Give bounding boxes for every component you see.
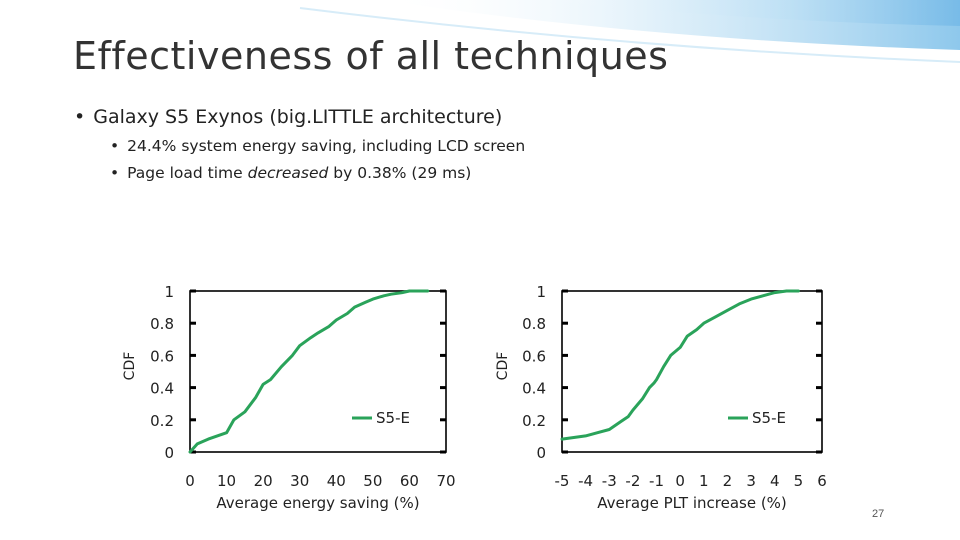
y-axis-label: CDF [495, 352, 511, 381]
y-tick-label: 0.8 [522, 315, 546, 333]
sub-bullet-text: 24.4% system energy saving, including LC… [127, 137, 526, 155]
y-axis-label: CDF [122, 352, 138, 381]
main-bullet: • Galaxy S5 Exynos (big.LITTLE architectu… [74, 106, 502, 128]
y-tick-label: 0.2 [150, 412, 174, 430]
x-tick-label: -2 [625, 472, 640, 490]
sub-bullet-text-pre: Page load time [127, 164, 248, 182]
x-tick-label: 5 [794, 472, 804, 490]
x-axis-label: Average PLT increase (%) [597, 494, 787, 512]
sub-bullet-text-emphasis: decreased [247, 164, 329, 182]
bullet-dot-icon: • [110, 137, 120, 155]
x-tick-label: 1 [699, 472, 709, 490]
y-tick-label: 0.2 [522, 412, 546, 430]
x-tick-label: 0 [185, 472, 195, 490]
y-tick-label: 1 [536, 283, 546, 301]
x-tick-label: 20 [254, 472, 273, 490]
sub-bullet-energy: • 24.4% system energy saving, including L… [110, 137, 525, 155]
y-tick-label: 0 [164, 444, 174, 462]
x-tick-label: 50 [363, 472, 382, 490]
plot-area-frame [189, 290, 447, 453]
y-tick-label: 0.6 [522, 347, 546, 365]
x-tick-label: 40 [327, 472, 346, 490]
plot-area-frame [561, 290, 823, 453]
legend-label: S5-E [752, 409, 786, 427]
bullet-dot-icon: • [110, 164, 120, 182]
y-tick-label: 0.8 [150, 315, 174, 333]
x-tick-label: 2 [723, 472, 733, 490]
y-tick-label: 0.6 [150, 347, 174, 365]
x-tick-label: 30 [290, 472, 309, 490]
x-tick-label: 6 [817, 472, 827, 490]
x-tick-label: 10 [217, 472, 236, 490]
x-tick-label: -4 [578, 472, 593, 490]
main-bullet-text: Galaxy S5 Exynos (big.LITTLE architectur… [93, 106, 503, 128]
x-tick-label: 60 [400, 472, 419, 490]
legend-label: S5-E [376, 409, 410, 427]
x-tick-label: 0 [675, 472, 685, 490]
bullet-dot-icon: • [74, 106, 86, 128]
page-number: 27 [872, 508, 885, 520]
series-line-s5-e [188, 289, 430, 454]
x-axis-label: Average energy saving (%) [216, 494, 419, 512]
sub-bullet-plt: • Page load time decreased by 0.38% (29 m… [110, 164, 471, 182]
y-tick-label: 0.4 [522, 380, 546, 398]
y-tick-label: 1 [164, 283, 174, 301]
y-tick-label: 0 [536, 444, 546, 462]
x-tick-label: 4 [770, 472, 780, 490]
x-tick-label: 70 [436, 472, 455, 490]
x-tick-label: -5 [555, 472, 570, 490]
x-tick-label: 3 [746, 472, 756, 490]
slide-title: Effectiveness of all techniques [73, 34, 669, 78]
x-tick-label: -1 [649, 472, 664, 490]
x-tick-label: -3 [602, 472, 617, 490]
series-line-s5-e [560, 289, 800, 441]
y-tick-label: 0.4 [150, 380, 174, 398]
sub-bullet-text-post: by 0.38% (29 ms) [328, 164, 472, 182]
